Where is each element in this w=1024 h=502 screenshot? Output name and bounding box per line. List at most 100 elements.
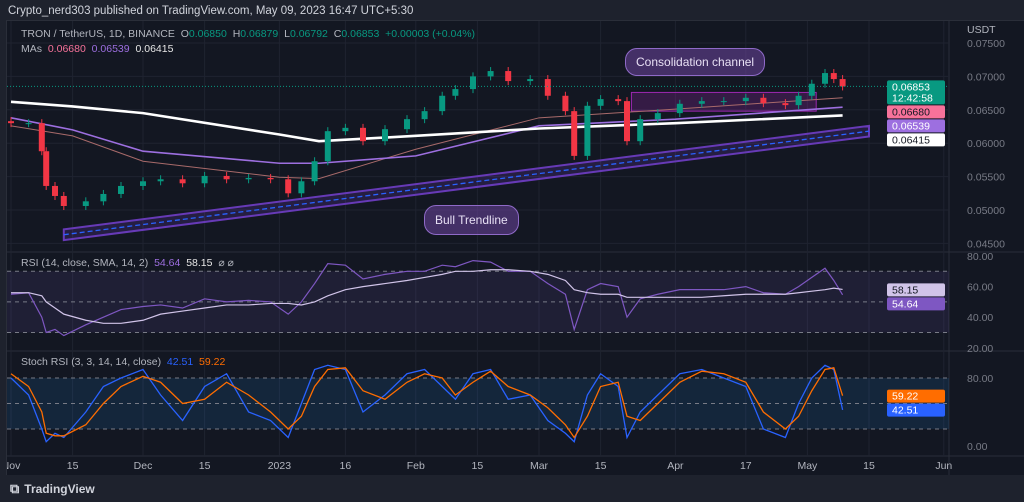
stoch-d-value: 59.22 xyxy=(199,356,226,368)
chart-area[interactable]: Nov 15 Dec 15 2023 16 Feb 15 Mar 15 Apr 17 May 15 Jun 0… xyxy=(6,20,1024,476)
stoch-legend: Stoch RSI (3, 3, 14, 14, close) 42.51 59… xyxy=(21,356,225,368)
rsi-tick-label: 40.00 xyxy=(967,312,993,324)
stoch-k-line xyxy=(10,364,844,443)
rsi-sma-tag-text: 58.15 xyxy=(892,284,918,296)
candle xyxy=(285,179,292,194)
candle xyxy=(470,76,476,90)
stoch-d-line xyxy=(10,367,844,439)
candle xyxy=(624,101,630,142)
candle xyxy=(342,127,349,132)
tradingview-logo-icon: ⧉ xyxy=(10,480,20,496)
ma3-tag-text: 0.06415 xyxy=(892,134,930,146)
rsi-tick-label: 60.00 xyxy=(967,282,993,294)
chart-canvas[interactable]: Nov 15 Dec 15 2023 16 Feb 15 Mar 15 Apr 17 May 15 Jun 0… xyxy=(7,21,1024,476)
x-tick-label: Jun xyxy=(935,460,952,472)
annotation-trendline[interactable]: Bull Trendline xyxy=(424,205,519,235)
candle xyxy=(720,101,727,103)
low-value: 0.06792 xyxy=(289,28,328,40)
price-tick-label: 0.05500 xyxy=(967,172,1005,184)
stoch-label[interactable]: Stoch RSI (3, 3, 14, 14, close) xyxy=(21,356,162,368)
candle xyxy=(452,89,459,96)
rsi-tag-text: 54.64 xyxy=(892,298,918,310)
stoch-tick-label: 0.00 xyxy=(967,441,988,453)
candle xyxy=(830,73,837,80)
ma1-tag-text: 0.06680 xyxy=(892,106,930,118)
candle xyxy=(324,131,331,162)
candle xyxy=(654,113,661,120)
candle xyxy=(25,123,32,125)
candle xyxy=(179,179,186,184)
candle xyxy=(527,79,534,82)
stoch-d-tag xyxy=(887,389,945,403)
candle xyxy=(201,175,208,184)
candle xyxy=(38,123,45,152)
candle xyxy=(808,83,815,96)
x-tick-label: Apr xyxy=(667,460,684,472)
x-tick-label: 2023 xyxy=(268,460,292,472)
candle xyxy=(223,175,230,180)
candle xyxy=(421,111,428,120)
candle xyxy=(487,71,494,77)
x-tick-label: Mar xyxy=(530,460,549,472)
rsi-extra-icons: ⌀ ⌀ xyxy=(218,257,234,269)
footer: ⧉ TradingView xyxy=(0,475,1024,502)
price-tick-label: 0.05000 xyxy=(967,205,1005,217)
candle xyxy=(562,95,569,112)
stoch-k-tag-text: 42.51 xyxy=(892,405,918,417)
last-price-tag-text: 12:42:58 xyxy=(892,92,933,104)
last-price-tag-text: 0.06853 xyxy=(892,81,930,93)
ma1-value: 0.06680 xyxy=(47,43,86,55)
published-caption: Crypto_nerd303 published on TradingView.… xyxy=(8,5,414,17)
price-tick-label: 0.04500 xyxy=(967,238,1005,250)
candle xyxy=(505,71,512,82)
rsi-legend: RSI (14, close, SMA, 14, 2) 54.64 58.15 … xyxy=(21,257,234,269)
candle xyxy=(245,177,252,180)
open-value: 0.06850 xyxy=(188,28,227,40)
high-label: H xyxy=(232,28,241,40)
change-value: +0.00003 (+0.04%) xyxy=(385,28,476,40)
x-tick-label: 16 xyxy=(340,460,352,472)
currency-label: USDT xyxy=(967,24,996,36)
annotation-consolidation[interactable]: Consolidation channel xyxy=(625,48,766,76)
price-tick-label: 0.06500 xyxy=(967,105,1005,117)
candle xyxy=(795,95,802,106)
candle xyxy=(140,181,146,186)
x-tick-label: 15 xyxy=(199,460,211,472)
x-tick-label: 15 xyxy=(595,460,607,472)
rsi-label[interactable]: RSI (14, close, SMA, 14, 2) xyxy=(21,257,149,269)
bull-trendline xyxy=(63,130,870,236)
candle xyxy=(637,119,644,142)
candle xyxy=(267,177,274,180)
close-label: C xyxy=(333,28,342,40)
symbol-legend: TRON / TetherUS, 1D, BINANCE O0.06850 H0… xyxy=(21,28,475,40)
candle xyxy=(118,185,124,194)
x-tick-label: 17 xyxy=(740,460,752,472)
candle xyxy=(782,103,789,106)
close-value: 0.06853 xyxy=(341,28,380,40)
rsi-tick-label: 20.00 xyxy=(967,343,993,355)
candle xyxy=(100,193,107,202)
candle xyxy=(82,201,89,206)
low-label: L xyxy=(284,28,290,40)
rsi-value: 54.64 xyxy=(154,257,181,269)
candle xyxy=(584,105,591,156)
ma2-tag xyxy=(887,119,945,133)
x-tick-label: Dec xyxy=(134,460,153,472)
x-tick-label: 15 xyxy=(472,460,484,472)
candle xyxy=(157,179,164,182)
stoch-k-tag xyxy=(887,403,945,417)
candle xyxy=(742,97,749,102)
symbol-title[interactable]: TRON / TetherUS, 1D, BINANCE xyxy=(21,28,175,40)
candle xyxy=(760,97,767,104)
stoch-tick-label: 80.00 xyxy=(967,373,993,385)
candle xyxy=(52,185,58,196)
candle xyxy=(615,99,622,102)
x-tick-label: 15 xyxy=(67,460,79,472)
ma2-value: 0.06539 xyxy=(91,43,130,55)
ma-label[interactable]: MAs xyxy=(21,43,42,55)
ma-legend: MAs 0.06680 0.06539 0.06415 xyxy=(21,43,173,55)
candle xyxy=(8,121,14,124)
candle xyxy=(839,79,846,87)
high-value: 0.06879 xyxy=(240,28,279,40)
ma3-value: 0.06415 xyxy=(135,43,174,55)
